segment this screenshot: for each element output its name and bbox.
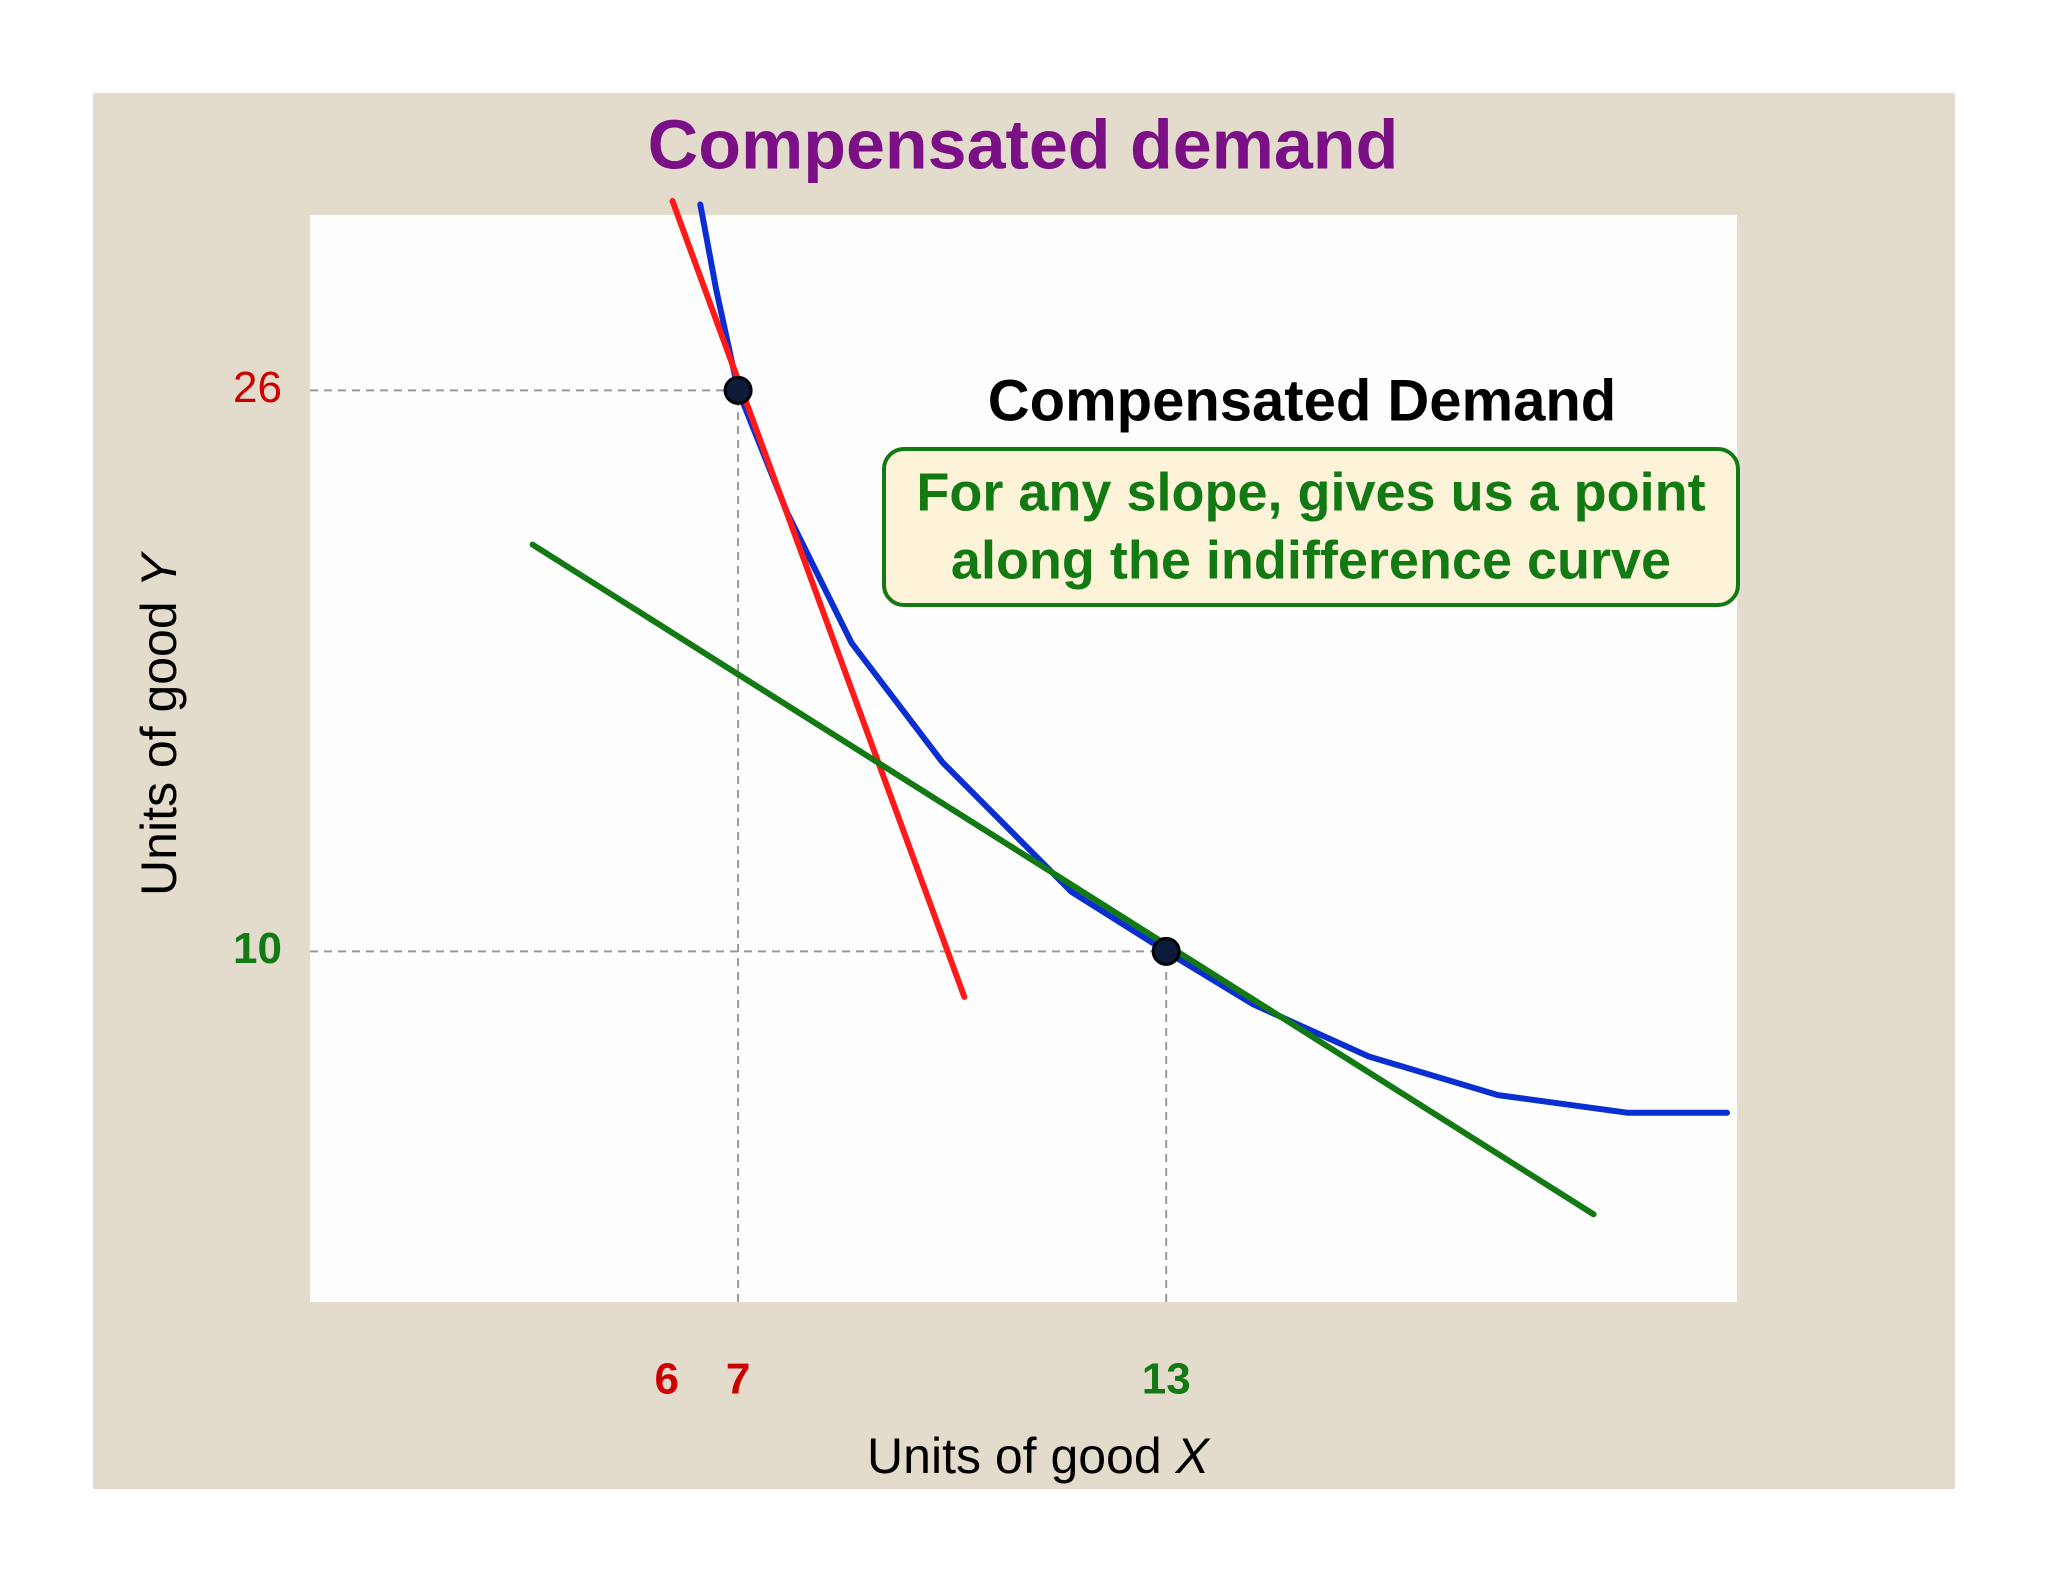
x-tick-label: 6 [655, 1355, 679, 1404]
budget-line [669, 198, 968, 1000]
demand-point [1151, 936, 1181, 966]
annotation-box [882, 447, 1740, 607]
x-axis-label: Units of good X [867, 1428, 1211, 1484]
plot-area [310, 215, 1737, 1302]
demand-point [723, 375, 753, 405]
x-axis-label-text: Units of good [867, 1428, 1162, 1484]
y-tick-label: 26 [233, 363, 282, 412]
x-axis-label-var: X [1175, 1428, 1211, 1484]
budget-line [529, 541, 1597, 1218]
annotation-line: For any slope, gives us a point [916, 462, 1705, 522]
annotation-title: Compensated Demand [988, 368, 1616, 433]
y-axis-label-text: Units of good [131, 601, 187, 896]
x-tick-label: 13 [1142, 1355, 1191, 1404]
x-tick-label: 7 [726, 1355, 750, 1404]
y-axis-label: Units of good Y [131, 550, 187, 896]
annotation-line: along the indifference curve [951, 530, 1671, 590]
y-axis-label-var: Y [131, 550, 187, 587]
chart-title: Compensated demand [648, 105, 1399, 183]
y-tick-label: 10 [233, 924, 282, 973]
